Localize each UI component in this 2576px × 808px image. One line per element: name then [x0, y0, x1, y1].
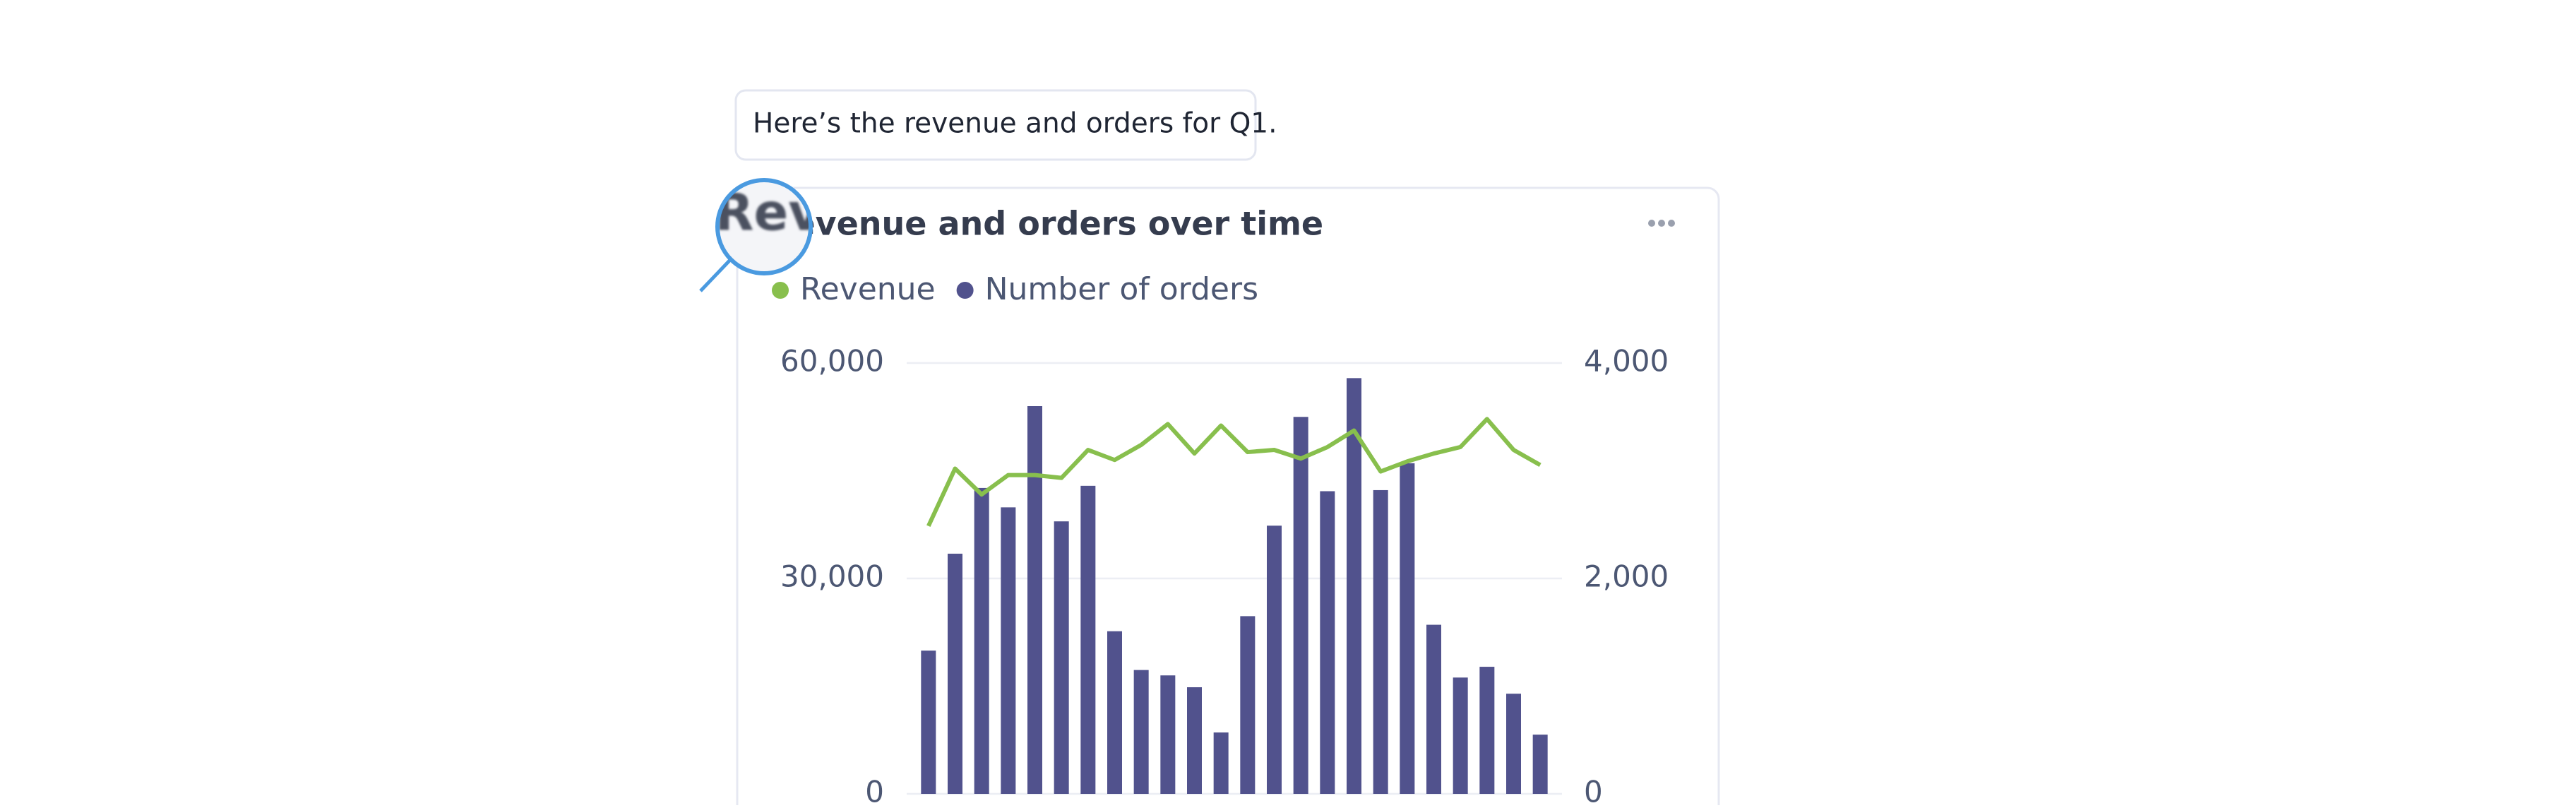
bar — [1027, 406, 1042, 794]
bar — [1160, 675, 1176, 794]
bar — [948, 553, 962, 794]
y-tick-label: 30,000 — [780, 559, 884, 594]
bar — [1453, 677, 1468, 794]
bar — [1107, 631, 1122, 794]
bar — [1400, 463, 1415, 794]
bar — [1054, 521, 1069, 794]
line — [926, 417, 1542, 528]
y2-tick-label: 2,000 — [1584, 559, 1669, 594]
message-text: Here’s the revenue and orders for Q1. — [753, 108, 1277, 140]
bar — [1347, 378, 1361, 794]
magnifier: Revenue and orders over time — [699, 178, 813, 292]
legend-label: Revenue — [800, 271, 936, 307]
more-menu[interactable] — [1648, 220, 1675, 227]
y2-tick-label: 4,000 — [1584, 344, 1669, 379]
y-tick-label: 0 — [865, 775, 884, 806]
legend-marker — [956, 282, 974, 299]
bar — [1001, 507, 1016, 794]
bar — [1426, 624, 1441, 794]
bar — [1267, 525, 1282, 794]
bar — [1532, 735, 1548, 794]
legend-label: Number of orders — [985, 271, 1258, 307]
bar — [1373, 489, 1388, 794]
message-bubble — [734, 89, 1257, 161]
bar — [1506, 694, 1521, 794]
y-tick-label: 60,000 — [780, 344, 884, 379]
bar — [1213, 732, 1229, 794]
chart-title: Revenue and orders over time — [768, 205, 1323, 243]
bar — [1187, 687, 1202, 794]
bar — [1240, 616, 1256, 794]
y2-tick-label: 0 — [1584, 775, 1603, 806]
bar — [921, 650, 936, 794]
bar — [1080, 485, 1096, 794]
bar — [1293, 417, 1308, 794]
bar — [974, 487, 989, 794]
legend-marker — [772, 282, 789, 299]
bar — [1479, 667, 1495, 794]
bar — [1320, 491, 1335, 794]
bar — [1133, 670, 1149, 794]
